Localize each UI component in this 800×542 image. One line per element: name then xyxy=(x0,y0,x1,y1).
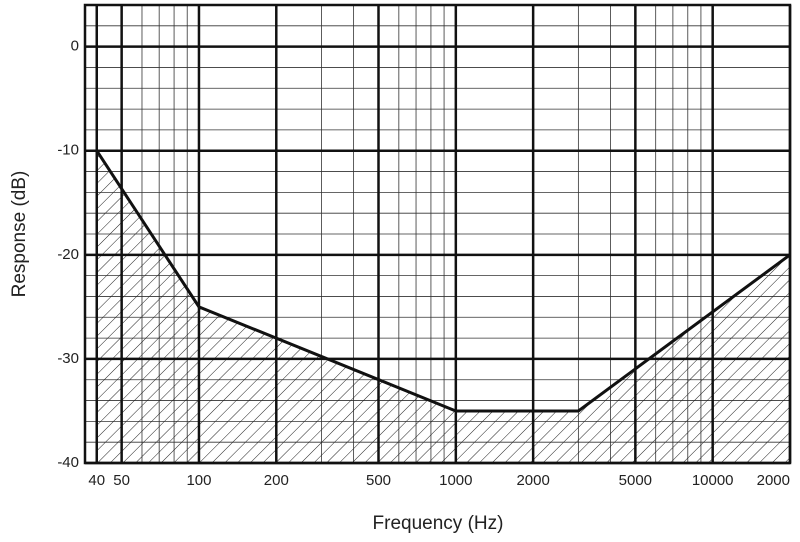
y-tick-label: -30 xyxy=(57,350,79,367)
x-tick-label: 1000 xyxy=(439,472,472,489)
x-tick-label: 2000 xyxy=(516,472,549,489)
y-tick-label: 0 xyxy=(71,38,79,55)
line xyxy=(95,149,791,413)
y-axis-label: Response (dB) xyxy=(9,171,30,298)
x-tick-label: 10000 xyxy=(692,472,734,489)
x-tick-label: 40 xyxy=(88,472,105,489)
x-tick-label: 2000 xyxy=(757,472,790,489)
y-tick-label: -20 xyxy=(57,246,79,263)
x-tick-label: 200 xyxy=(264,472,289,489)
x-tick-label: 500 xyxy=(366,472,391,489)
y-tick-label: -10 xyxy=(57,142,79,159)
x-tick-label: 5000 xyxy=(619,472,652,489)
x-tick-label: 100 xyxy=(186,472,211,489)
hatched-area xyxy=(96,150,790,463)
plot-frame xyxy=(83,3,792,465)
x-tick-label: 50 xyxy=(113,472,130,489)
x-axis-label: Frequency (Hz) xyxy=(373,513,504,534)
y-tick-label: -40 xyxy=(57,454,79,471)
